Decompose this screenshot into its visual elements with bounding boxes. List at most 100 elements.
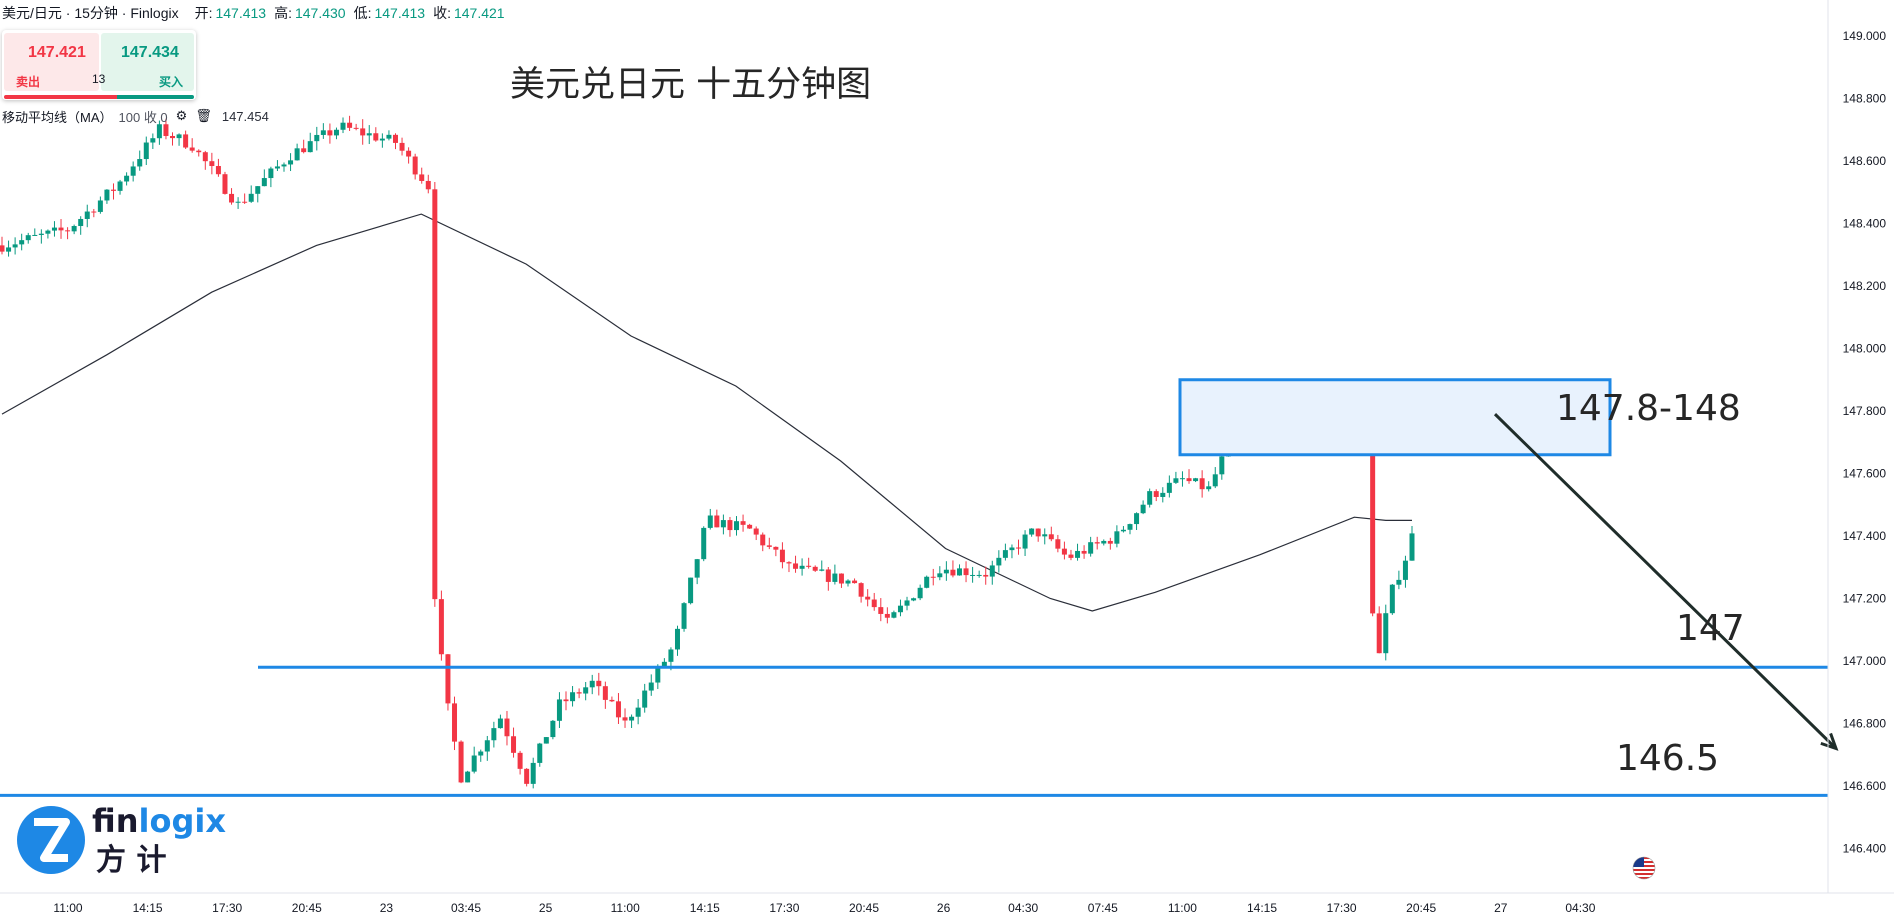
symbol-title[interactable]: 美元/日元 · 15分钟 · Finlogix <box>2 5 179 21</box>
candle-body <box>1048 534 1054 540</box>
candle-body <box>340 122 346 130</box>
candle-body <box>1029 528 1035 535</box>
candle-body <box>668 649 674 662</box>
candle-body <box>1009 547 1015 551</box>
support-147-label: 147 <box>1676 608 1745 649</box>
y-tick-label: 148.000 <box>1843 342 1887 356</box>
candle-body <box>852 580 858 584</box>
candle-body <box>202 152 208 162</box>
candle-body <box>242 201 248 203</box>
candle-body <box>1153 491 1159 497</box>
candle-body <box>747 524 753 529</box>
sell-price: 147.421 <box>28 44 86 61</box>
candle-body <box>524 768 530 784</box>
candle-body <box>366 133 372 136</box>
candle-body <box>458 741 464 783</box>
candle-body <box>32 234 38 236</box>
zone-label: 147.8-148 <box>1556 388 1741 429</box>
candle-body <box>1376 613 1382 654</box>
annotation-layer[interactable] <box>0 378 1839 797</box>
candle-body <box>261 178 267 187</box>
candle-body <box>176 134 182 139</box>
candle-body <box>104 189 110 201</box>
price-axis[interactable]: 149.000 148.800 148.600 148.400 148.200 148.0… <box>1827 0 1887 893</box>
candle-body <box>563 699 569 702</box>
candle-body <box>248 193 254 202</box>
ma-polyline <box>1 213 1412 612</box>
candle-body <box>1061 548 1067 555</box>
candle-body <box>497 718 503 729</box>
y-tick-label: 147.000 <box>1843 654 1887 668</box>
candle-body <box>1160 492 1166 497</box>
downtrend-arrow[interactable] <box>1493 413 1838 750</box>
candle-body <box>412 156 418 175</box>
trash-icon[interactable]: 🗑 <box>195 108 212 123</box>
candle-body <box>71 226 77 232</box>
candle-body <box>465 771 471 783</box>
candle-body <box>956 568 962 576</box>
spread-value: 13 <box>92 72 106 86</box>
candle-body <box>766 545 772 547</box>
candle-body <box>268 168 274 179</box>
resistance-zone[interactable] <box>1178 378 1612 457</box>
candle-body <box>301 148 307 153</box>
x-tick-label: 14:15 <box>690 901 720 915</box>
candle-body <box>0 245 5 252</box>
candle-body <box>1002 550 1008 558</box>
indicator-legend[interactable]: 移动平均线（MA） 100 收 0 ⚙ 🗑 147.454 <box>2 106 269 126</box>
candle-body <box>740 521 746 525</box>
candle-body <box>543 737 549 744</box>
x-tick-label: 14:15 <box>133 901 163 915</box>
candle-body <box>799 565 805 569</box>
us-flag-icon[interactable] <box>1632 856 1656 880</box>
candle-body <box>583 687 589 694</box>
candle-body <box>596 680 602 687</box>
indicator-params: 100 收 0 <box>118 109 168 125</box>
candle-body <box>229 193 235 203</box>
candle-body <box>274 166 280 169</box>
candle-body <box>1389 584 1395 614</box>
candle-body <box>19 240 25 245</box>
candle-body <box>720 520 726 528</box>
candle-body <box>983 574 989 577</box>
candle-body <box>701 527 707 560</box>
candle-body <box>333 129 339 136</box>
candle-body <box>878 607 884 614</box>
buy-button[interactable]: 147.434 买入 <box>101 33 194 91</box>
high-label: 高: <box>274 5 292 21</box>
candle-body <box>110 189 116 191</box>
low-label: 低: <box>353 5 372 21</box>
sell-button[interactable]: 147.421 卖出 <box>4 33 99 91</box>
time-axis[interactable]: 11:00 14:15 17:30 20:45 23 03:45 25 11:00 14:15 1… <box>0 892 1894 915</box>
candle-body <box>432 189 438 600</box>
candle-body <box>484 740 490 752</box>
candle-body <box>353 127 359 129</box>
candle-body <box>714 515 720 528</box>
candle-body <box>602 686 608 700</box>
candle-body <box>963 568 969 576</box>
x-tick-label: 04:30 <box>1008 901 1038 915</box>
sell-label: 卖出 <box>16 75 41 89</box>
candle-body <box>1127 524 1133 530</box>
candle-body <box>1101 540 1107 544</box>
candle-body <box>556 699 562 721</box>
candle-body <box>91 211 97 213</box>
candle-body <box>897 605 903 613</box>
candle-body <box>1088 542 1094 554</box>
candle-body <box>170 135 176 139</box>
candle-body <box>1166 482 1172 493</box>
candle-body <box>78 218 84 227</box>
candle-body <box>163 124 169 136</box>
candle-body <box>1134 513 1140 525</box>
candle-body <box>222 174 228 194</box>
trade-panel: 147.421 卖出 147.434 买入 13 <box>2 30 196 100</box>
candle-body <box>124 175 130 182</box>
candle-body <box>943 569 949 574</box>
candle-body <box>629 716 635 721</box>
gear-icon[interactable]: ⚙ <box>175 108 188 123</box>
candle-body <box>156 124 162 139</box>
candle-body <box>25 235 31 241</box>
candle-body <box>288 160 294 165</box>
x-tick-label: 17:30 <box>212 901 242 915</box>
